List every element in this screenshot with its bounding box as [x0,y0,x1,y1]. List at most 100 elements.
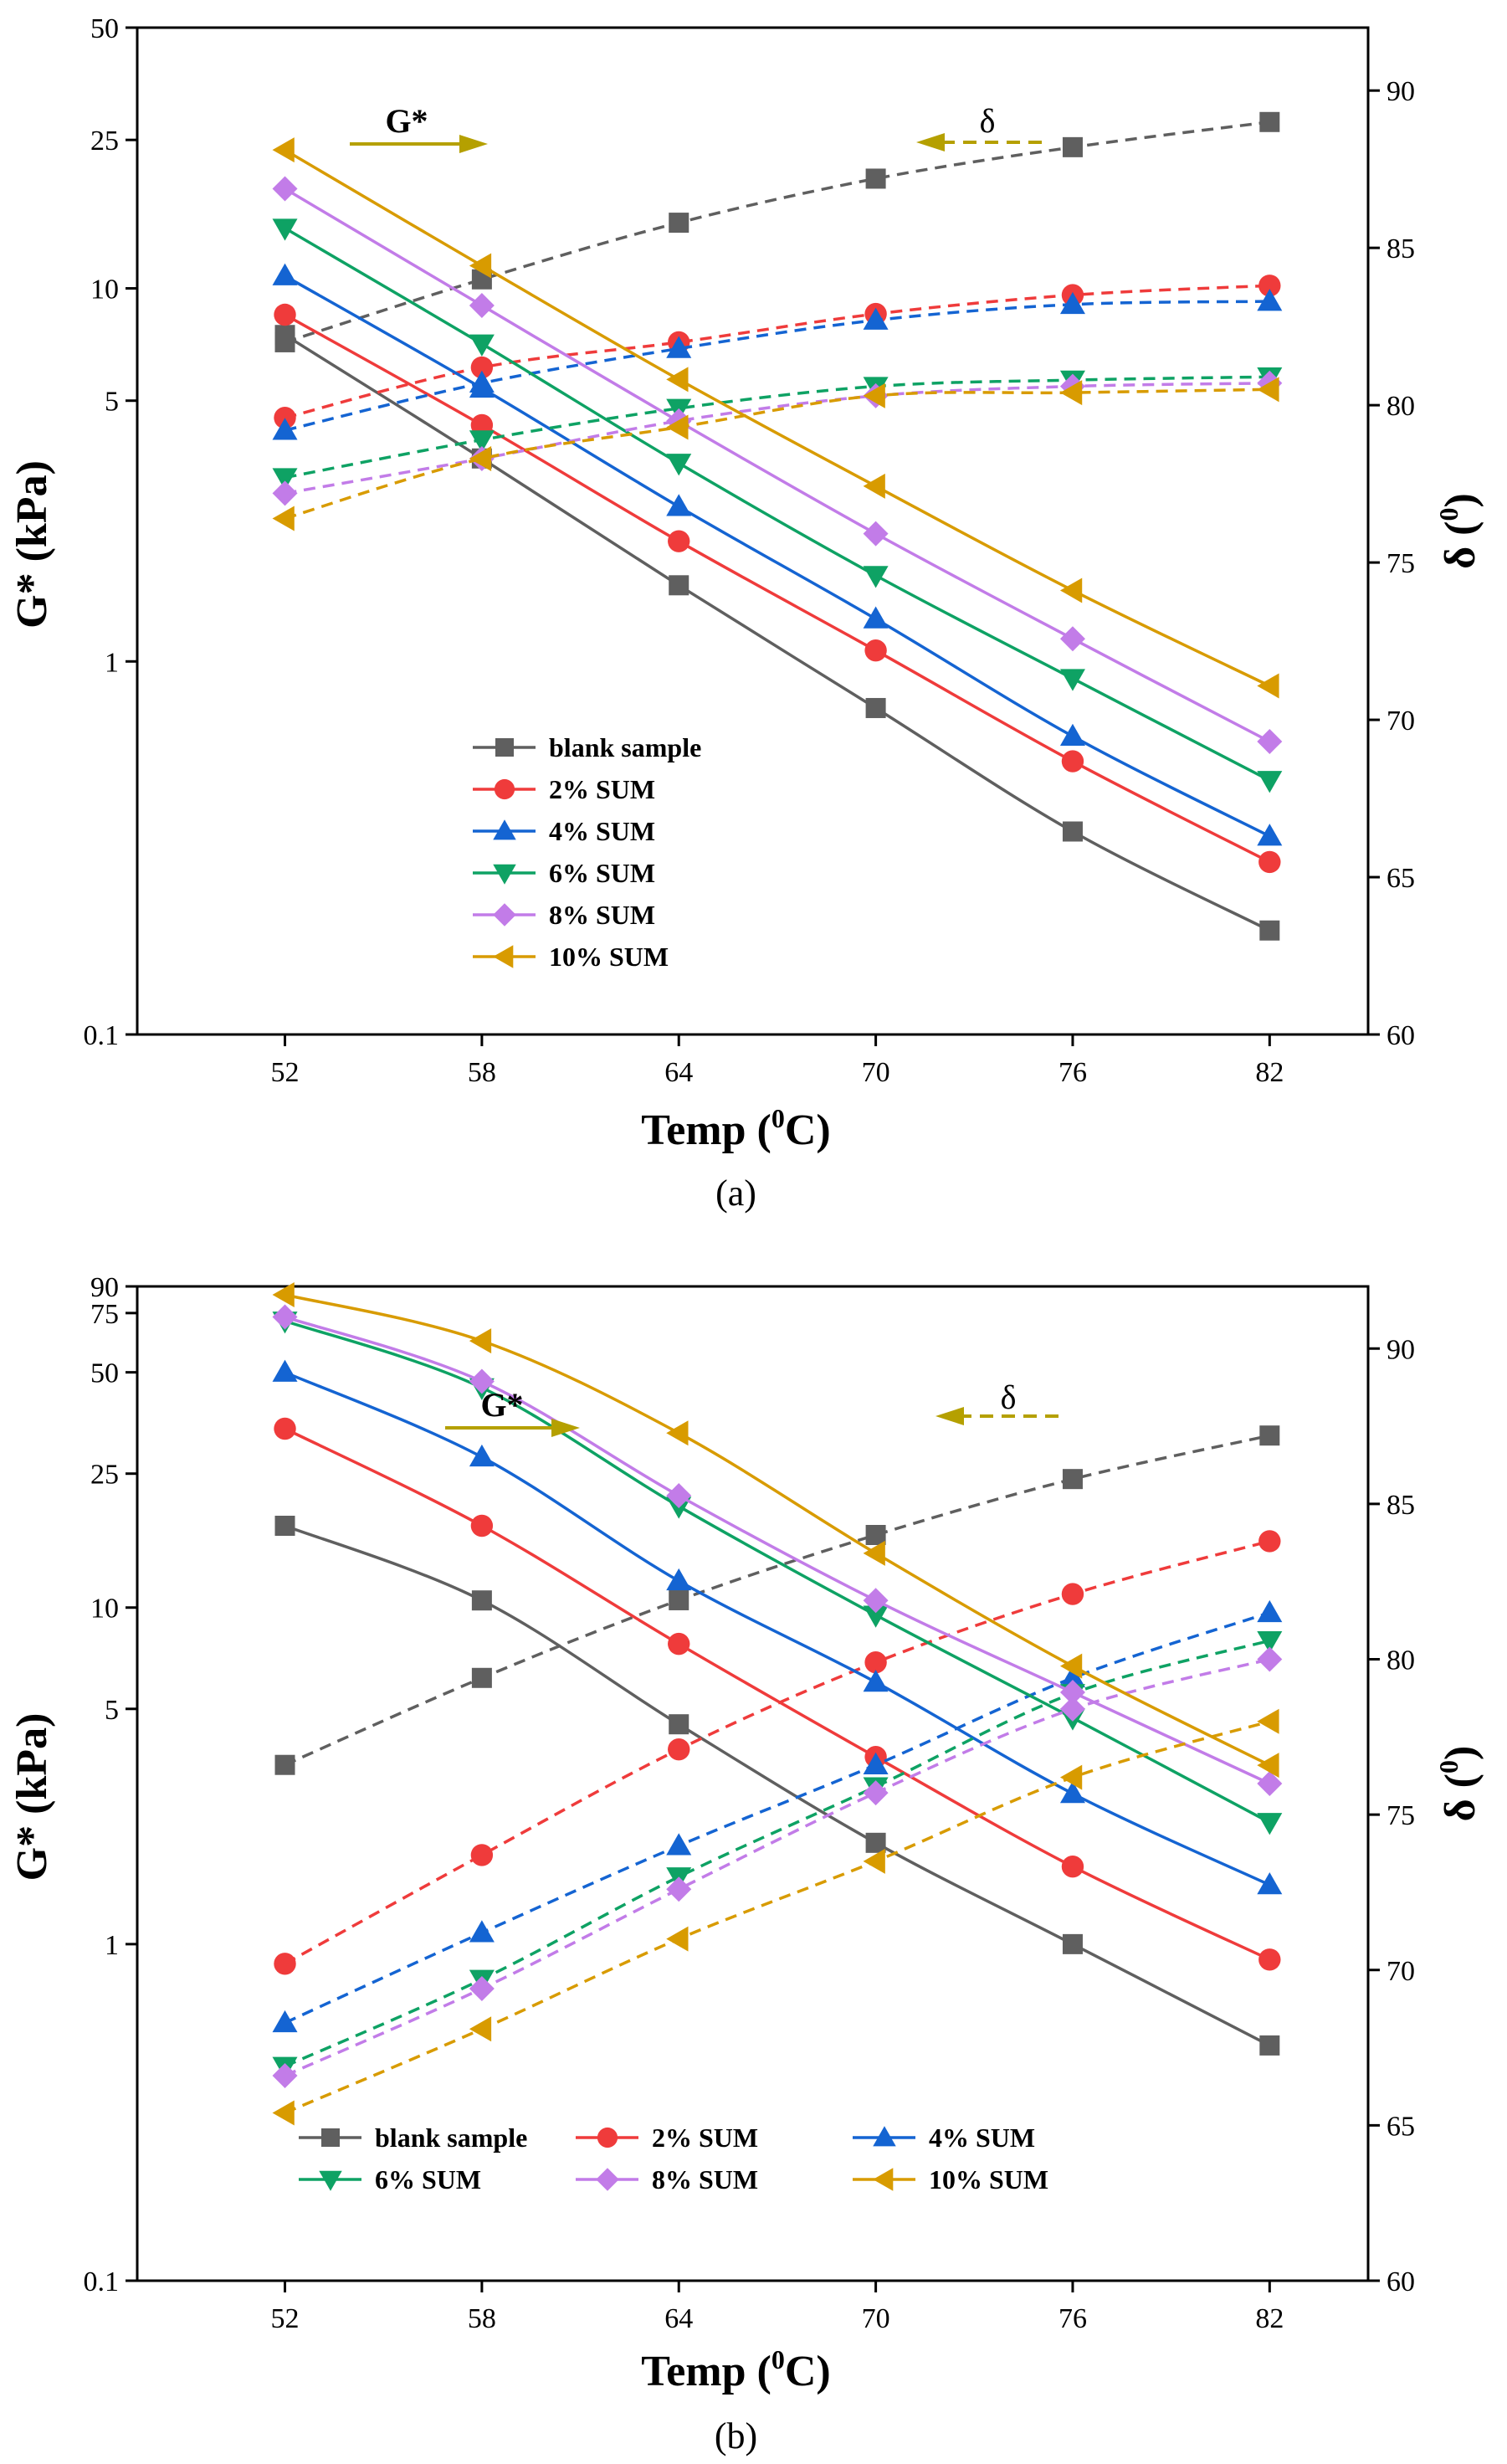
legend-marker [873,2168,894,2191]
delta-point [668,1738,690,1761]
delta-point [666,1833,692,1856]
legend-item: 6% SUM [299,2164,481,2194]
delta-point [863,1752,889,1774]
legend: blank sample 2% SUM 4% SUM 6% SUM 8% SUM 10% … [473,732,701,972]
delta-point [469,1920,495,1943]
legend-item: 2% SUM [576,2123,758,2153]
y-right-axis-label-tail: ) [1437,1746,1484,1760]
gstar-point [272,176,298,202]
gstar-point [1259,920,1280,941]
delta-point [863,307,889,330]
y-left-tick-label: 50 [90,1358,119,1389]
gstar-point [274,1417,296,1440]
plot-frame [136,1285,1370,2282]
gstar-point [1258,850,1281,874]
delta-arrow-head [916,133,945,151]
delta-point [1059,291,1085,315]
y-right-tick-label: 80 [1387,391,1415,422]
delta-point [1259,1425,1280,1446]
series-2-sum [274,275,1281,874]
gstar-line [284,333,1271,932]
gstar-point [469,292,495,318]
delta-point [1062,136,1083,157]
delta-point [469,2016,492,2042]
gstar-point [469,1328,492,1354]
gstar-point [1257,1872,1283,1895]
gstar-point [469,1368,495,1394]
legend-label: 6% SUM [375,2164,481,2194]
legend-label: 2% SUM [549,774,655,804]
delta-point [1059,1696,1085,1722]
gstar-point [863,521,889,547]
y-right-tick-label: 75 [1387,548,1415,579]
delta-point [1258,1530,1281,1553]
delta-point [1257,1708,1279,1734]
y-left-tick-label: 0.1 [84,2266,120,2297]
delta-point [1059,1764,1083,1790]
y-left-tick-label: 1 [105,1930,119,1961]
gstar-point [865,697,886,718]
gstar-arrow [350,135,488,153]
legend-item: 4% SUM [853,2123,1035,2153]
gstar-point [272,1304,298,1330]
delta-point [272,506,295,531]
gstar-point [1258,1948,1281,1971]
gstar-point [1257,1813,1283,1835]
legend-marker [495,738,514,757]
y-left-tick-label: 5 [105,1695,119,1726]
delta-point [1059,380,1083,406]
gstar-point [469,375,495,398]
gstar-point [863,1540,885,1566]
legend-item: 4% SUM [473,816,655,846]
legend-item: 8% SUM [576,2164,758,2194]
panel-label: (b) [715,2415,757,2456]
gstar-point [272,137,295,163]
gstar-point [666,494,692,516]
x-axis-label-main: Temp ( [641,2348,771,2395]
legend-label: blank sample [549,732,701,762]
y-left-tick-label: 50 [90,13,119,44]
legend-label: 2% SUM [652,2123,758,2153]
gstar-point [1059,669,1085,691]
y-left-tick-label: 25 [90,126,119,157]
y-left-tick-label: 10 [90,1594,119,1625]
gstar-point [863,1669,889,1692]
legend-item: blank sample [473,732,701,762]
x-tick-label: 52 [271,1057,300,1088]
x-axis-label-tail: C) [785,2348,831,2395]
y-right-axis-label: δ (0) [1433,493,1484,569]
gstar-point [666,1568,692,1591]
delta-line [284,1434,1270,1767]
legend-label: 6% SUM [549,858,655,888]
y-right-tick-label: 65 [1387,2111,1415,2142]
delta-line [284,1639,1270,2068]
gstar-point [666,454,692,476]
series-8-sum [272,1304,1283,2088]
series-blank-sample [274,111,1280,941]
y-left-axis-label: G* (kPa) [8,460,56,629]
legend-label: 10% SUM [549,942,669,972]
delta-line [284,382,1270,495]
gstar-point [469,334,495,357]
gstar-point [1059,626,1085,652]
gstar-point [272,1281,295,1307]
gstar-point [1257,728,1283,754]
delta-line [284,1657,1270,2077]
legend-item: blank sample [299,2123,527,2153]
y-left-tick-label: 90 [90,1272,119,1303]
delta-point [865,168,886,189]
chart-panel-a: 52 58 64 70 76 82 0.1 1 5 10 25 50 60 65 70 75 80 85 90 Tem… [8,13,1484,1214]
y-right-axis-label-main: δ ( [1437,521,1484,569]
gstar-point [272,263,298,285]
y-right-axis-label-main: δ ( [1437,1774,1484,1821]
delta-arrow-head [935,1407,964,1425]
gstar-point [863,1588,889,1614]
legend-item: 8% SUM [473,900,655,930]
gstar-point [666,1420,689,1446]
gstar-point [470,1514,494,1537]
x-axis-label-main: Temp ( [641,1106,771,1154]
x-tick-label: 70 [862,2303,890,2334]
y-right-tick-label: 60 [1387,2266,1415,2297]
y-left-tick-label: 5 [105,387,119,418]
gstar-point [272,218,298,241]
